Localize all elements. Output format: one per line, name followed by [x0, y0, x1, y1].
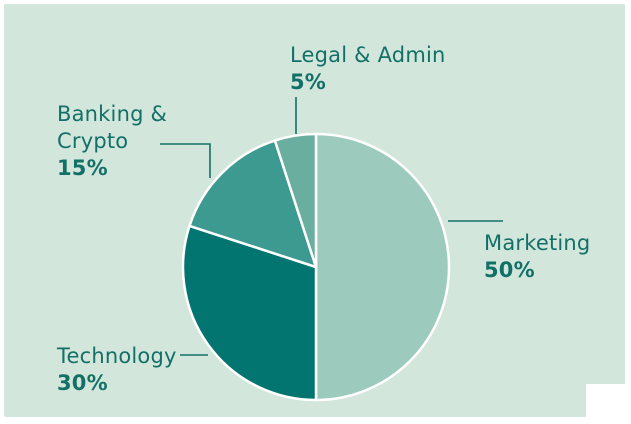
slice-name-technology: Technology — [57, 344, 177, 368]
slice-name-marketing: Marketing — [484, 231, 591, 255]
slice-label-legal-admin: Legal & Admin 5% — [290, 42, 446, 96]
slice-value-banking-crypto: 15% — [57, 156, 108, 180]
slice-label-marketing: Marketing 50% — [484, 230, 590, 284]
slice-name-banking-line2: Crypto — [57, 129, 129, 153]
slice-value-legal-admin: 5% — [290, 70, 327, 94]
leader-line-banking-crypto — [160, 143, 211, 178]
pie-slice-legal-admin — [273, 132, 318, 269]
slice-label-technology: Technology 30% — [57, 343, 177, 397]
slice-value-marketing: 50% — [484, 258, 535, 282]
corner-cutout — [586, 384, 626, 419]
slice-value-technology: 30% — [57, 371, 108, 395]
pie-slice-technology — [181, 224, 318, 402]
slice-name-legal-admin: Legal & Admin — [290, 43, 446, 67]
slice-name-banking-line1: Banking & — [57, 102, 168, 126]
pie-slice-marketing — [314, 132, 451, 402]
slice-label-banking-crypto: Banking & Crypto 15% — [57, 101, 167, 182]
